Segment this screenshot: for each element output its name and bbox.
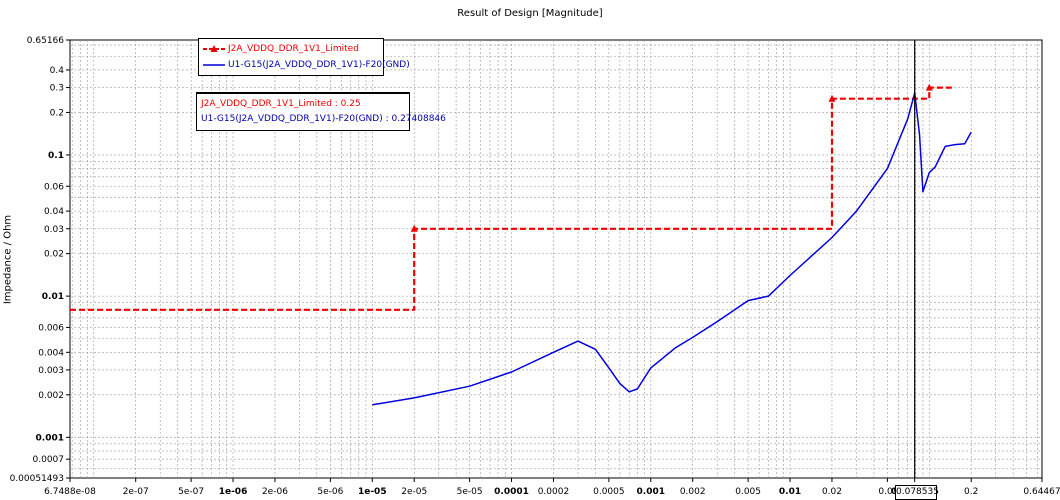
- impedance-curve: [372, 92, 972, 406]
- limit-triangle-marker: [410, 224, 418, 232]
- legend-limit-label: J2A_VDDQ_DDR_1V1_Limited: [228, 44, 359, 54]
- x-tick-label: 0.0!: [878, 487, 896, 497]
- x-tick-label: 0.005: [735, 487, 761, 497]
- chart-title: Result of Design [Magnitude]: [457, 8, 603, 19]
- series-layer: [70, 83, 972, 406]
- legend-impedance-label: U1-G15(J2A_VDDQ_DDR_1V1)-F20(GND): [228, 60, 410, 70]
- y-tick-label: 0.4: [50, 66, 65, 76]
- x-tick-label: 0.64467: [1023, 487, 1060, 497]
- cursor-readout: J2A_VDDQ_DDR_1V1_Limited : 0.25 U1-G15(J…: [196, 92, 446, 131]
- cursor-x-label[interactable]: 0.078535: [895, 485, 939, 500]
- y-axis-label: Impedance / Ohm: [2, 214, 14, 305]
- y-tick-label: 0.00051493: [10, 474, 64, 484]
- x-tick-label: 0.01: [779, 487, 801, 497]
- x-tick-label: 2e-05: [401, 487, 427, 497]
- x-tick-label: 2e-07: [123, 487, 149, 497]
- y-axis-ticks: 0.00051493 0.0007 0.001 0.002 0.003 0.004 0.00…: [10, 36, 70, 484]
- readout-limit-value: J2A_VDDQ_DDR_1V1_Limited : 0.25: [201, 99, 361, 109]
- y-tick-label: 0.002: [38, 391, 64, 401]
- x-tick-label: 5e-05: [457, 487, 483, 497]
- x-tick-label: 6.7488e-08: [44, 487, 96, 497]
- y-tick-label: 0.006: [38, 323, 64, 333]
- x-tick-label: 1e-05: [358, 487, 387, 497]
- x-tick-label: 0.0002: [538, 487, 570, 497]
- y-tick-label: 0.01: [42, 292, 64, 302]
- y-tick-label: 0.65166: [27, 36, 64, 46]
- y-tick-label: 0.004: [38, 348, 64, 358]
- y-tick-label: 0.0007: [33, 455, 65, 465]
- x-tick-label: 5e-06: [317, 487, 343, 497]
- x-tick-label: 5e-07: [178, 487, 204, 497]
- legend-limit-swatch: [203, 45, 225, 52]
- x-tick-label: 0.001: [637, 487, 665, 497]
- readout-impedance-value: U1-G15(J2A_VDDQ_DDR_1V1)-F20(GND) : 0.27…: [201, 114, 446, 124]
- x-tick-label: 1e-06: [219, 487, 248, 497]
- x-tick-label: 0.0005: [593, 487, 625, 497]
- y-tick-label: 0.02: [44, 250, 64, 260]
- y-tick-label: 0.06: [44, 182, 64, 192]
- y-tick-label: 0.1: [48, 151, 64, 161]
- x-tick-label: 0.002: [680, 487, 706, 497]
- limit-triangle-marker: [828, 94, 836, 102]
- x-tick-label: 2e-06: [262, 487, 288, 497]
- y-tick-label: 0.001: [36, 433, 64, 443]
- legend-impedance-swatch: [203, 64, 225, 66]
- x-tick-label: 0.0001: [494, 487, 529, 497]
- legend: J2A_VDDQ_DDR_1V1_Limited U1-G15(J2A_VDDQ…: [198, 38, 410, 76]
- y-tick-label: 0.2: [50, 108, 64, 118]
- y-tick-label: 0.04: [44, 207, 64, 217]
- y-tick-label: 0.03: [44, 225, 64, 235]
- limit-triangle-marker: [925, 83, 933, 91]
- y-tick-label: 0.3: [50, 84, 64, 94]
- x-tick-label: 0.02: [822, 487, 842, 497]
- y-tick-label: 0.003: [38, 366, 64, 376]
- x-tick-label: 0.2: [964, 487, 978, 497]
